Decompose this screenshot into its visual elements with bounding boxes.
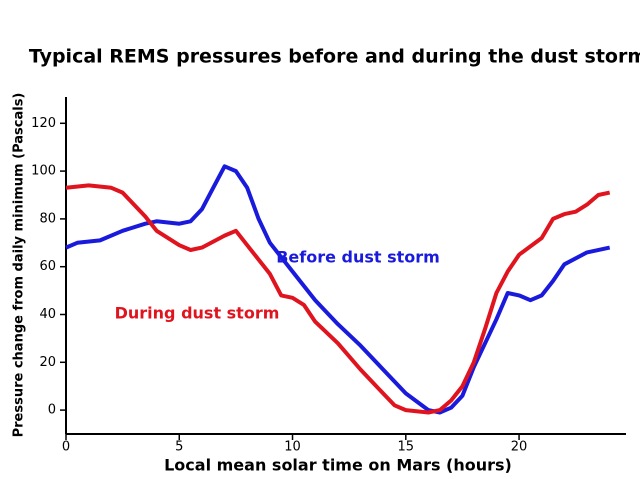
- x-tick-label: 0: [62, 440, 70, 455]
- y-tick-label: 0: [48, 403, 56, 418]
- series-line: [65, 183, 611, 415]
- y-tick-label: 40: [39, 307, 56, 322]
- x-axis-label: Local mean solar time on Mars (hours): [164, 456, 512, 475]
- y-tick-label: 80: [39, 211, 56, 226]
- x-tick-label: 10: [284, 440, 301, 455]
- x-tick-label: 15: [398, 440, 415, 455]
- x-tick-label: 5: [175, 440, 183, 455]
- y-tick-label: 20: [39, 355, 56, 370]
- series-line: [65, 164, 611, 415]
- y-axis-label: Pressure change from daily minimum (Pasc…: [12, 93, 27, 438]
- y-tick-label: 60: [39, 259, 56, 274]
- x-tick-label: 20: [511, 440, 528, 455]
- y-tick-label: 120: [31, 116, 56, 131]
- series-label: Before dust storm: [276, 248, 440, 267]
- chart-title: Typical REMS pressures before and during…: [29, 46, 640, 68]
- series-label: During dust storm: [115, 304, 280, 323]
- y-tick-label: 100: [31, 164, 56, 179]
